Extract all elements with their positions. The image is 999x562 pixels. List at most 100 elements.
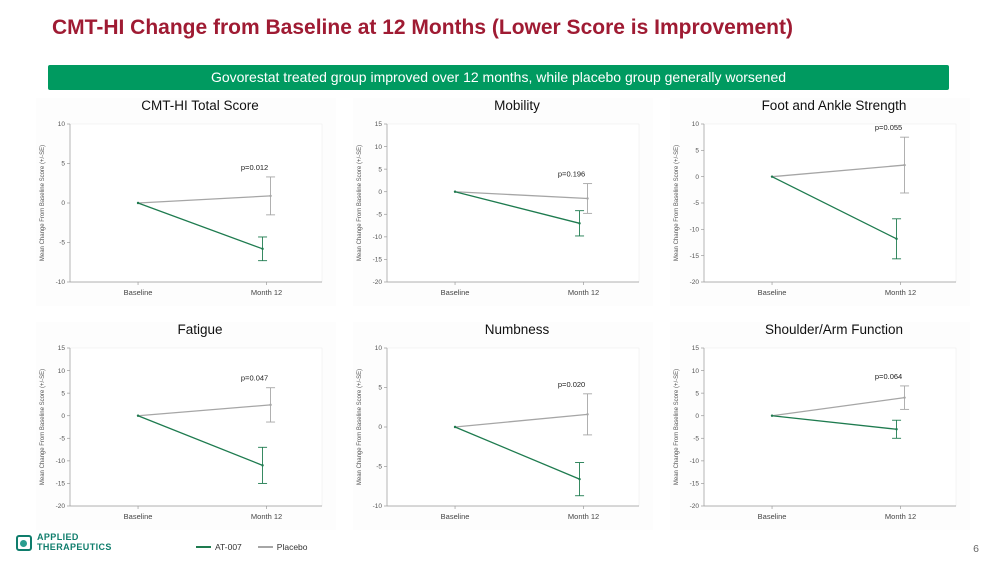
plot-panel	[703, 123, 957, 283]
chart-foot-and-ankle-strength: Foot and Ankle Strength 10 5 0 -5 -10 -15 -20 Ba…	[670, 98, 970, 306]
placebo-point	[586, 413, 589, 416]
legend-line-swatch	[257, 546, 273, 548]
at-007-line	[454, 191, 580, 224]
chart-plot: 15 10 5 0 -5 -10 -15 -20 Baseline Month 12 Mean Ch…	[40, 345, 323, 521]
plot-panel	[386, 123, 640, 283]
chart-numbness: Numbness 10 5 0 -5 -10 Baseline Month 12 Mean Ch…	[353, 322, 653, 530]
chart-plot: 10 5 0 -5 -10 Baseline Month 12 Mean Change Fro…	[357, 345, 640, 521]
placebo-point	[586, 197, 589, 200]
chart-fatigue: Fatigue 15 10 5 0 -5 -10 -15 -20 Baseline Month 12…	[36, 322, 336, 530]
chart-title: Foot and Ankle Strength	[761, 98, 907, 113]
at-007-point	[578, 222, 581, 225]
p-value-label: p=0.055	[875, 123, 902, 132]
y-tick-label: 0	[61, 413, 65, 420]
key-message-banner: Govorestat treated group improved over 1…	[48, 65, 949, 90]
chart-plot: 10 5 0 -5 -10 Baseline Month 12 Mean Change Fro…	[40, 121, 323, 297]
placebo-line	[454, 413, 588, 428]
y-tick-label: 5	[378, 385, 382, 392]
y-tick-label: -20	[56, 503, 66, 510]
y-tick-label: -15	[373, 257, 383, 264]
y-tick-label: 0	[695, 413, 699, 420]
y-tick-label: 5	[61, 390, 65, 397]
y-tick-label: -10	[56, 279, 66, 286]
logo-line2: THERAPEUTICS	[37, 541, 112, 552]
x-tick-label: Baseline	[124, 288, 153, 297]
y-tick-label: 10	[58, 121, 66, 128]
y-tick-label: 10	[58, 368, 66, 375]
chart-shoulder-arm-function: Shoulder/Arm Function 15 10 5 0 -5 -10 -15 -20 Ba…	[670, 322, 970, 530]
y-tick-label: -20	[373, 279, 383, 286]
x-tick-label: Month 12	[568, 288, 599, 297]
y-tick-label: -15	[56, 481, 66, 488]
legend-label: Placebo	[276, 542, 308, 552]
chart-mobility: Mobility 15 10 5 0 -5 -10 -15 -20 Baseline Month 1…	[353, 98, 653, 306]
y-tick-label: -10	[690, 227, 700, 234]
y-tick-label: -10	[373, 503, 383, 510]
y-tick-label: -5	[59, 435, 65, 442]
x-tick-label: Baseline	[441, 288, 470, 297]
legend-item-at-007: AT-007	[196, 542, 242, 552]
placebo-point	[903, 163, 906, 167]
y-tick-label: -5	[376, 464, 382, 471]
y-tick-label: -20	[690, 503, 700, 510]
chart-plot: 15 10 5 0 -5 -10 -15 -20 Baseline Month 12 Mean Ch…	[674, 345, 957, 521]
placebo-line	[771, 164, 905, 178]
logo-text: APPLIED THERAPEUTICS	[37, 532, 112, 553]
y-tick-label: -10	[373, 234, 383, 241]
p-value-label: p=0.047	[241, 374, 268, 383]
chart-title: Fatigue	[177, 322, 223, 337]
logo-line1: APPLIED	[37, 532, 79, 542]
x-tick-label: Month 12	[885, 512, 916, 521]
chart-title: Shoulder/Arm Function	[764, 322, 904, 337]
applied-therapeutics-logo: APPLIED THERAPEUTICS	[16, 532, 112, 553]
at-007-point	[770, 414, 774, 417]
at-007-point	[261, 464, 264, 467]
at-007-line	[454, 426, 580, 480]
p-value-label: p=0.064	[875, 372, 902, 381]
p-value-label: p=0.196	[558, 170, 585, 179]
placebo-line	[771, 397, 905, 417]
y-tick-label: -10	[690, 458, 700, 465]
chart-plot: 10 5 0 -5 -10 -15 -20 Baseline Month 12 Mean Chan…	[674, 121, 957, 297]
legend: AT-007 Placebo	[196, 542, 308, 552]
y-tick-label: 15	[375, 121, 383, 128]
at-007-point	[770, 175, 774, 178]
x-tick-label: Month 12	[568, 512, 599, 521]
y-tick-label: 5	[695, 148, 699, 155]
y-axis-label: Mean Change From Baseline Score (+/-SE)	[40, 369, 46, 485]
at-007-line	[137, 202, 263, 250]
logo-icon	[16, 534, 32, 551]
y-tick-label: 5	[61, 161, 65, 168]
y-tick-label: 0	[378, 424, 382, 431]
placebo-line	[455, 191, 588, 200]
at-007-line	[137, 415, 263, 466]
chart-title: Numbness	[484, 322, 550, 337]
p-value-label: p=0.020	[558, 380, 585, 389]
y-tick-label: -10	[56, 458, 66, 465]
y-tick-label: 10	[692, 121, 700, 128]
y-tick-label: -15	[690, 253, 700, 260]
y-tick-label: 5	[378, 166, 382, 173]
legend-label: AT-007	[215, 542, 242, 552]
plot-panel	[69, 347, 323, 507]
slide-title: CMT-HI Change from Baseline at 12 Months…	[52, 16, 793, 39]
at-007-point	[453, 190, 457, 193]
logo-dot-icon	[20, 539, 27, 547]
y-axis-label: Mean Change From Baseline Score (+/-SE)	[674, 369, 680, 485]
legend-item-placebo: Placebo	[257, 542, 308, 552]
y-tick-label: 10	[375, 345, 383, 352]
y-tick-label: 5	[695, 390, 699, 397]
y-axis-label: Mean Change From Baseline Score (+/-SE)	[40, 145, 46, 261]
x-tick-label: Baseline	[758, 288, 787, 297]
p-value-label: p=0.012	[241, 163, 268, 172]
y-tick-label: -15	[690, 481, 700, 488]
y-tick-label: 0	[378, 189, 382, 196]
placebo-line	[138, 195, 271, 204]
y-tick-label: 10	[692, 368, 700, 375]
at-007-point	[136, 201, 140, 205]
at-007-point	[261, 247, 264, 251]
plot-panel	[386, 347, 640, 507]
x-tick-label: Month 12	[251, 288, 282, 297]
plot-panel	[69, 123, 323, 283]
